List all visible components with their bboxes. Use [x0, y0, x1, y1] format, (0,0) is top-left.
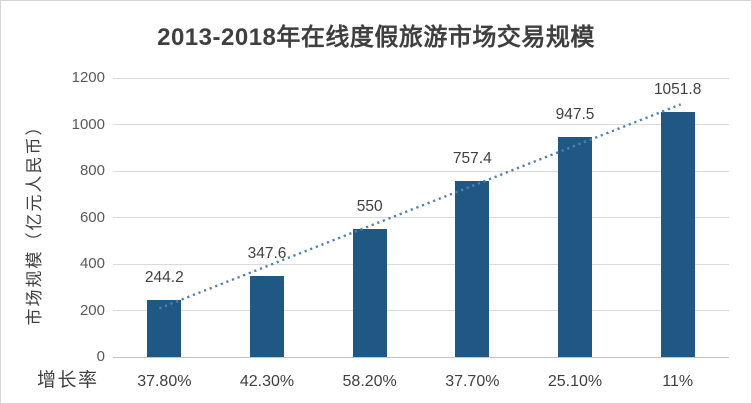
bar — [660, 112, 695, 357]
growth-value: 42.30% — [239, 373, 295, 390]
y-tick-label: 600 — [79, 208, 105, 226]
y-tick-label: 800 — [79, 162, 105, 179]
bar — [147, 300, 182, 357]
gridline — [113, 170, 729, 172]
gridline — [113, 310, 729, 311]
bar — [352, 229, 387, 357]
growth-value: 58.20% — [342, 373, 397, 390]
gridline — [113, 124, 729, 125]
x-axis-line — [113, 356, 729, 358]
y-tick-label: 200 — [79, 301, 105, 319]
gridline — [113, 217, 729, 218]
bar-value-label: 1051.8 — [653, 81, 702, 99]
growth-value: 25.10% — [547, 373, 603, 390]
bar-value-label: 550 — [356, 198, 383, 216]
gridline — [113, 263, 729, 265]
y-tick-label: 1200 — [71, 69, 105, 86]
growth-row-label: 增长率 — [37, 370, 99, 391]
growth-value: 37.80% — [137, 373, 192, 390]
bar-value-label: 947.5 — [555, 105, 595, 123]
gridline — [113, 77, 729, 79]
chart-title: 2013-2018年在线度假旅游市场交易规模 — [157, 24, 595, 51]
growth-value: 37.70% — [445, 373, 500, 390]
y-tick-label: 0 — [96, 348, 105, 365]
bar — [558, 136, 592, 357]
bar-value-label: 244.2 — [144, 269, 184, 287]
y-tick-label: 1000 — [71, 115, 105, 133]
growth-value: 11% — [662, 373, 694, 390]
bar — [455, 180, 490, 357]
y-tick-label: 400 — [79, 255, 105, 272]
bar — [250, 276, 284, 357]
bar-value-label: 757.4 — [452, 149, 492, 167]
bar-value-label: 347.6 — [247, 245, 287, 263]
